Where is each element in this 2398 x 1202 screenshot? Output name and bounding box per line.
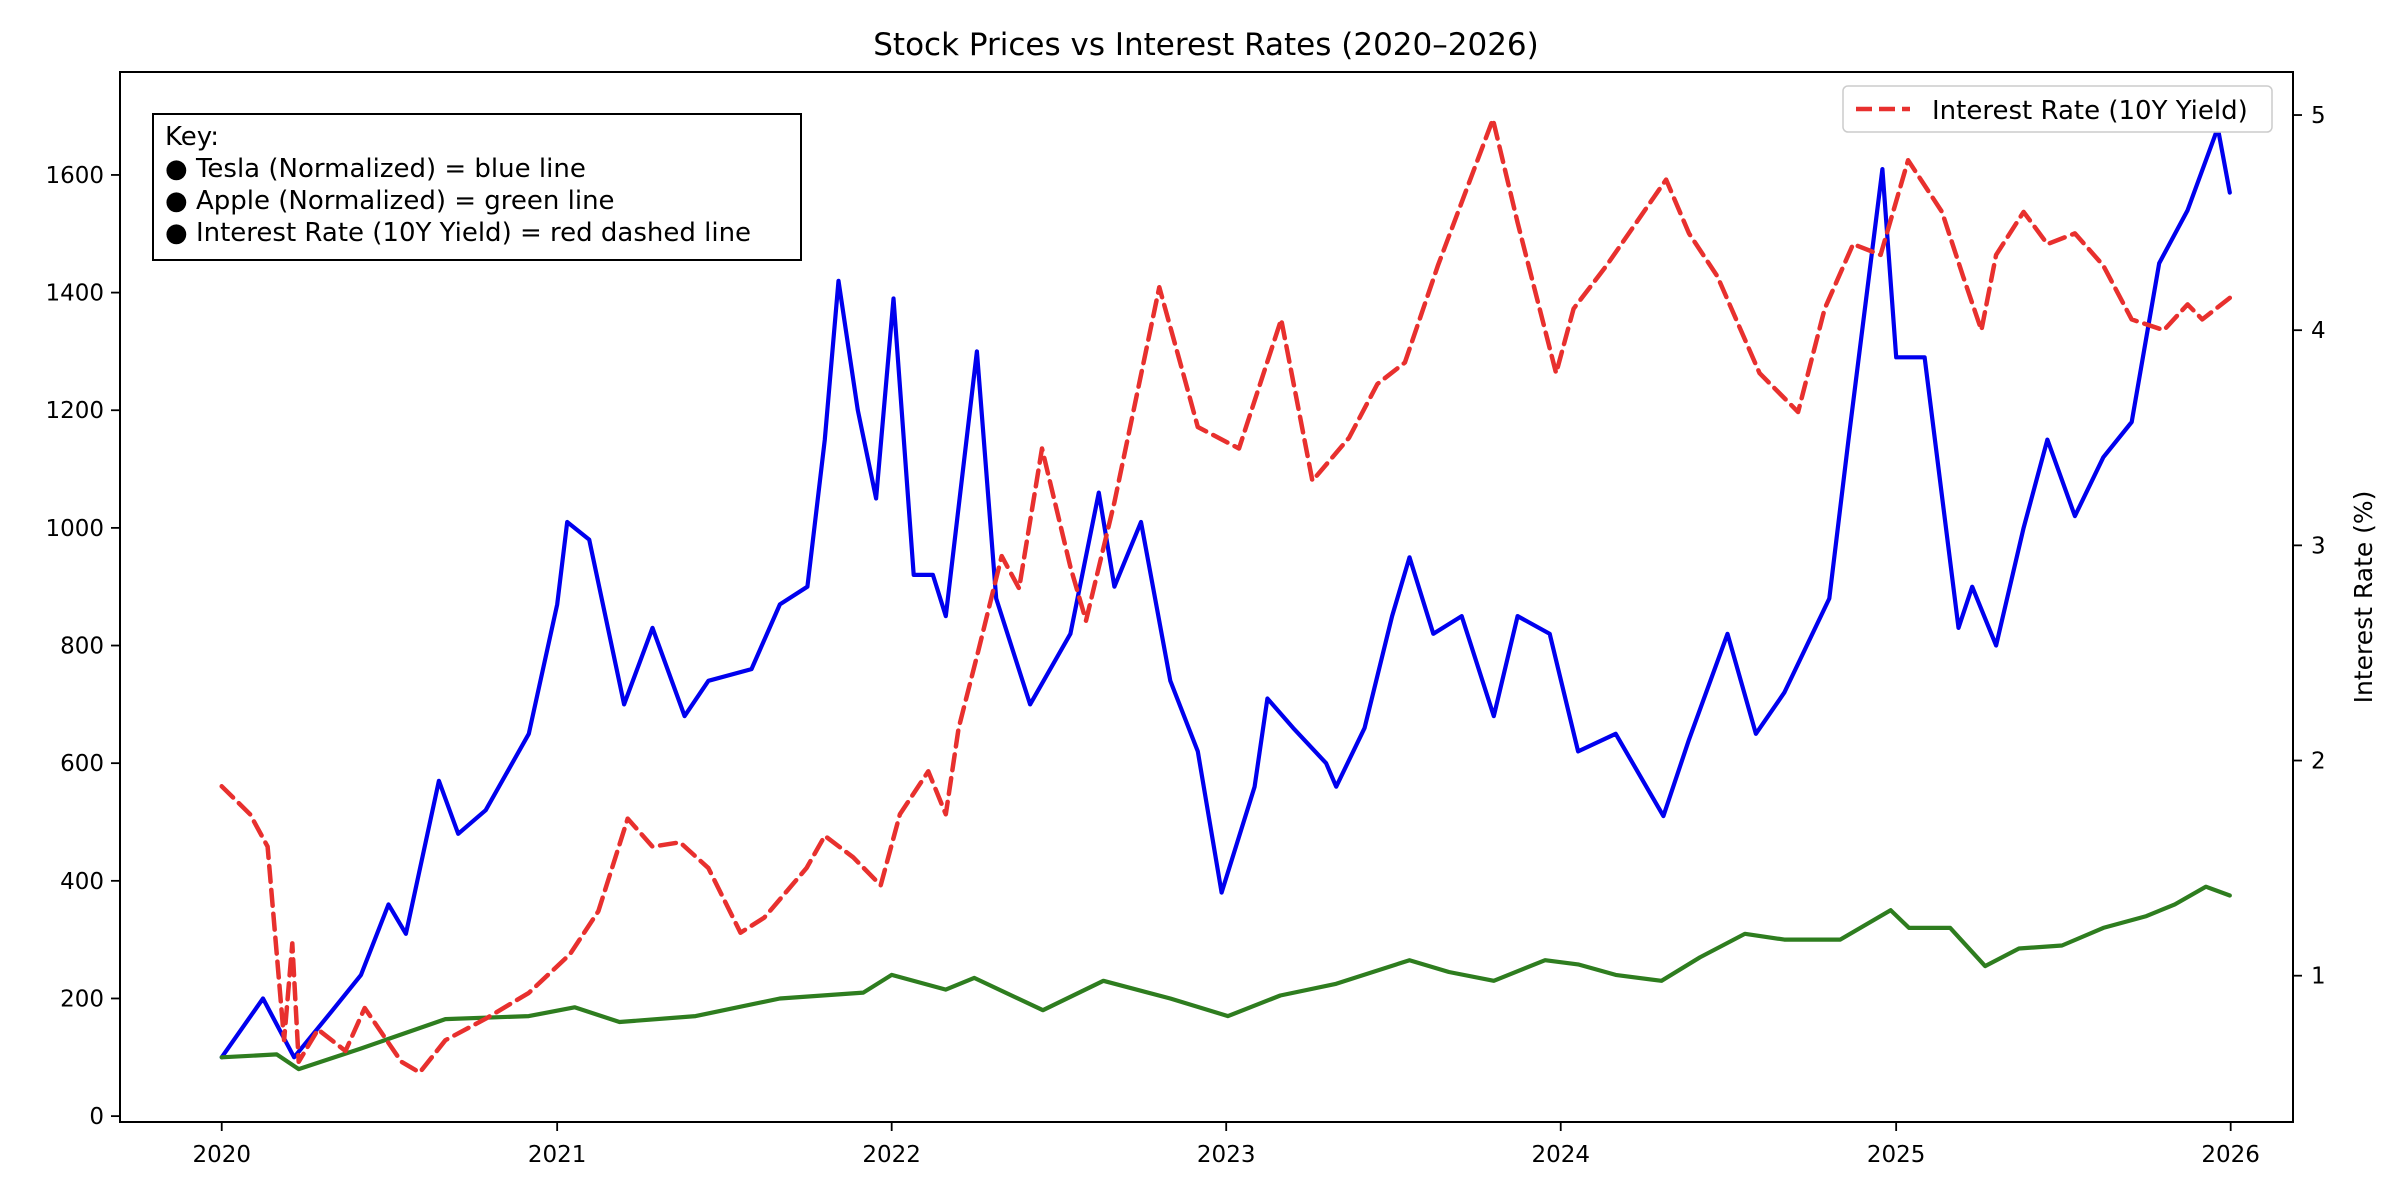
y-right-tick-label: 5	[2311, 103, 2326, 129]
x-tick-label: 2020	[192, 1142, 251, 1168]
x-tick-label: 2026	[2201, 1142, 2260, 1168]
y-left-tick-label: 600	[60, 751, 104, 777]
y-left-tick-label: 800	[60, 634, 104, 660]
chart-title: Stock Prices vs Interest Rates (2020–202…	[873, 27, 1539, 63]
x-tick-label: 2023	[1197, 1142, 1256, 1168]
x-tick-label: 2024	[1531, 1142, 1590, 1168]
key-box-line: Key:	[165, 122, 219, 152]
x-tick-label: 2025	[1867, 1142, 1926, 1168]
y-right-tick-label: 1	[2311, 964, 2326, 990]
legend-label-interest-rate: Interest Rate (10Y Yield)	[1932, 96, 2248, 126]
y-left-tick-label: 1000	[45, 516, 104, 542]
legend: Interest Rate (10Y Yield)	[1842, 85, 2273, 133]
x-axis: 2020 2021 2022 2023 2024 2025 2026	[192, 1122, 2260, 1168]
legend-frame	[1842, 85, 2273, 133]
plot-frame	[119, 71, 2294, 1123]
y-right-tick-label: 2	[2311, 749, 2326, 775]
key-box-frame	[152, 113, 802, 261]
y-left-tick-label: 1400	[45, 281, 104, 307]
y-right-tick-label: 3	[2311, 533, 2326, 559]
y-left-tick-label: 1600	[45, 163, 104, 189]
series-line-interest-rate-10y-yield	[219, 117, 2233, 1075]
y-axis-right-label: Interest Rate (%)	[2349, 491, 2378, 704]
key-box-line: ● Apple (Normalized) = green line	[165, 186, 615, 216]
series-line-tesla-normalized	[219, 125, 2232, 1060]
x-tick-label: 2022	[862, 1142, 921, 1168]
y-axis-right: 1 2 3 4 5	[2293, 103, 2326, 990]
series-layer	[219, 117, 2233, 1075]
series-line-apple-normalized	[219, 884, 2232, 1072]
y-axis-left: 0 200 400 600 800 1000 1200 1400 1600	[45, 163, 120, 1130]
key-box-line: ● Interest Rate (10Y Yield) = red dashed…	[165, 218, 751, 248]
y-right-tick-label: 4	[2311, 318, 2326, 344]
x-tick-label: 2021	[528, 1142, 587, 1168]
key-box-line: ● Tesla (Normalized) = blue line	[165, 154, 586, 184]
y-left-tick-label: 400	[60, 869, 104, 895]
y-left-tick-label: 1200	[45, 398, 104, 424]
key-box: Key: ● Tesla (Normalized) = blue line ● …	[152, 113, 802, 261]
y-left-tick-label: 0	[89, 1104, 104, 1130]
y-left-tick-label: 200	[60, 986, 104, 1012]
